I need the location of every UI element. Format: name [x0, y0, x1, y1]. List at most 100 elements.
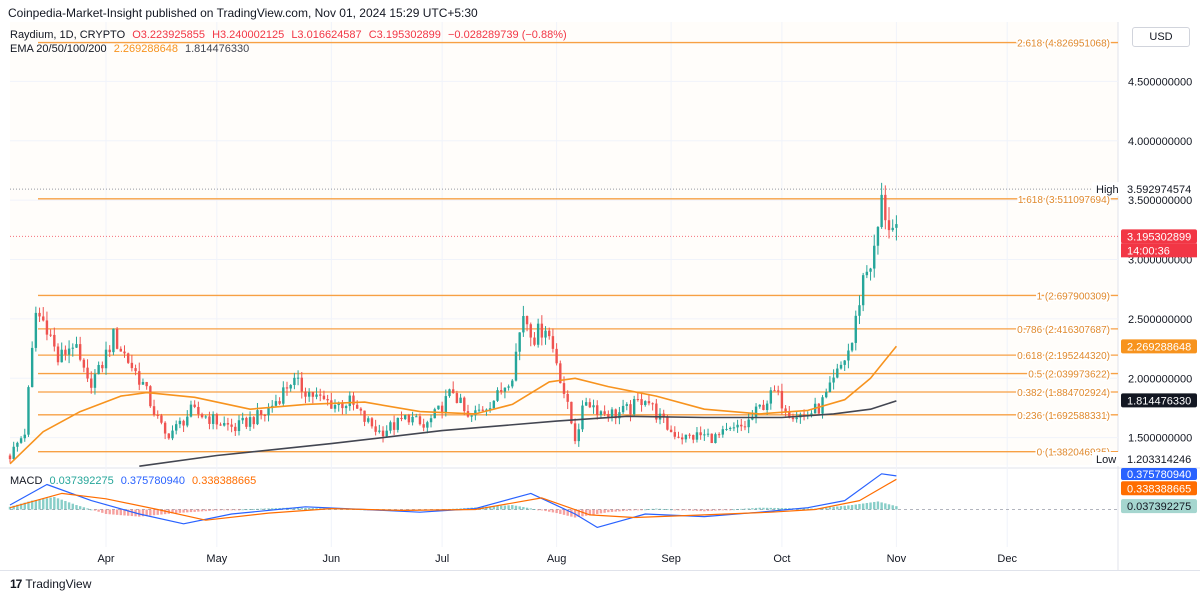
macd-hist-bar [717, 509, 721, 511]
macd-hist-bar [596, 509, 599, 514]
time-tick-label: Nov [887, 553, 907, 565]
candle-body [16, 442, 19, 447]
macd-hist-bar [732, 509, 736, 511]
candle-body [392, 422, 396, 430]
macd-hist-bar [769, 507, 773, 510]
time-tick-label: Aug [547, 553, 567, 565]
candle-body [204, 416, 207, 418]
candle-body [677, 436, 680, 438]
candle-body [440, 405, 444, 414]
candle-body [333, 405, 337, 409]
candle-body [522, 316, 525, 333]
candle-body [891, 227, 894, 231]
tradingview-logo[interactable]: 17 TradingView [10, 577, 91, 592]
countdown-badge-bg [1121, 243, 1197, 258]
candle-body [160, 415, 163, 423]
macd-hist-bar [271, 508, 274, 510]
candle-body [839, 364, 843, 369]
macd-hist-bar [223, 509, 226, 511]
macd-hist-bar [197, 509, 200, 512]
candle-body [56, 346, 60, 363]
candle-body [189, 404, 193, 417]
candle-body [138, 371, 141, 385]
candle-body [463, 397, 466, 412]
macd-hist-bar [706, 509, 710, 512]
macd-hist-bar [725, 509, 728, 511]
macd-hist-bar [8, 506, 12, 510]
macd-hist-bar [78, 506, 82, 510]
macd-hist-bar [884, 503, 887, 510]
high-badge-bg [1121, 182, 1197, 197]
candle-body [825, 392, 828, 398]
candle-body [348, 395, 351, 407]
candle-body [126, 353, 130, 363]
macd-hist-bar [492, 506, 496, 510]
macd-hist-bar [551, 509, 555, 513]
candle-body [322, 395, 326, 400]
candle-body [211, 414, 215, 424]
macd-hist-bar [71, 503, 74, 510]
macd-hist-bar [119, 509, 123, 516]
macd-signal-badge-bg [1121, 481, 1197, 496]
macd-hist-bar [714, 509, 717, 511]
low-badge-bg [1121, 452, 1197, 466]
candle-body [119, 348, 123, 352]
candle-body [695, 432, 699, 440]
candle-body [208, 416, 211, 424]
candle-body [352, 395, 355, 405]
macd-hist-bar [189, 509, 193, 513]
candle-body [23, 434, 26, 439]
macd-hist-bar [740, 508, 743, 510]
candle-body [551, 336, 555, 349]
candle-body [27, 387, 30, 435]
candle-body [237, 420, 241, 432]
legend-change: −0.028289739 (−0.88%) [447, 29, 567, 41]
candle-body [802, 414, 806, 416]
macd-hist-bar [614, 509, 617, 512]
candle-body [385, 430, 388, 437]
macd-hist-bar [507, 505, 510, 510]
macd-hist-bar [610, 509, 614, 512]
candle-body [636, 399, 640, 401]
currency-button[interactable]: USD [1132, 27, 1190, 47]
candle-body [197, 406, 200, 415]
candle-body [614, 409, 617, 419]
macd-hist-bar [514, 505, 518, 510]
candle-body [223, 423, 226, 426]
time-tick-label: Dec [997, 553, 1017, 565]
macd-hist-bar [263, 508, 267, 510]
time-tick-label: Oct [773, 553, 790, 565]
price-tick-label: 4.500000000 [1128, 76, 1192, 88]
candle-body [865, 271, 869, 276]
ema-lines [9, 345, 898, 467]
macd-hist-bar [522, 507, 525, 510]
candle-body [828, 382, 832, 393]
candle-body [411, 416, 414, 423]
candle-body [873, 245, 876, 269]
chart-frame[interactable]: 2.618 (4.826951068) 1.618 (3.511097694) 1 … [0, 22, 1200, 570]
macd-hist-bar [603, 509, 606, 513]
macd-hist-bar [300, 507, 303, 510]
macd-hist-bar [34, 499, 38, 510]
candle-body [215, 414, 219, 425]
macd-line-badge-bg [1121, 467, 1197, 480]
low-badge-label: Low [1096, 454, 1116, 466]
price-tick-label: 2.500000000 [1128, 314, 1192, 326]
macd-hist-bar [673, 509, 677, 511]
candle-body [817, 403, 821, 414]
macd-hist-bar [252, 508, 255, 510]
candle-body [263, 414, 267, 416]
macd-hist-bar [259, 508, 263, 510]
macd-hist-bar [895, 506, 898, 510]
candle-body [429, 418, 433, 423]
candle-body [49, 334, 52, 336]
candle-body [186, 416, 189, 426]
price-chart[interactable]: 2.618 (4.826951068) 1.618 (3.511097694) 1 … [0, 22, 1200, 570]
candle-body [248, 417, 252, 427]
candle-body [415, 416, 418, 418]
candle-body [518, 332, 521, 352]
macd-hist-bar [256, 508, 259, 510]
candle-body [810, 413, 813, 416]
candle-body [19, 438, 23, 443]
candle-body [525, 316, 529, 325]
